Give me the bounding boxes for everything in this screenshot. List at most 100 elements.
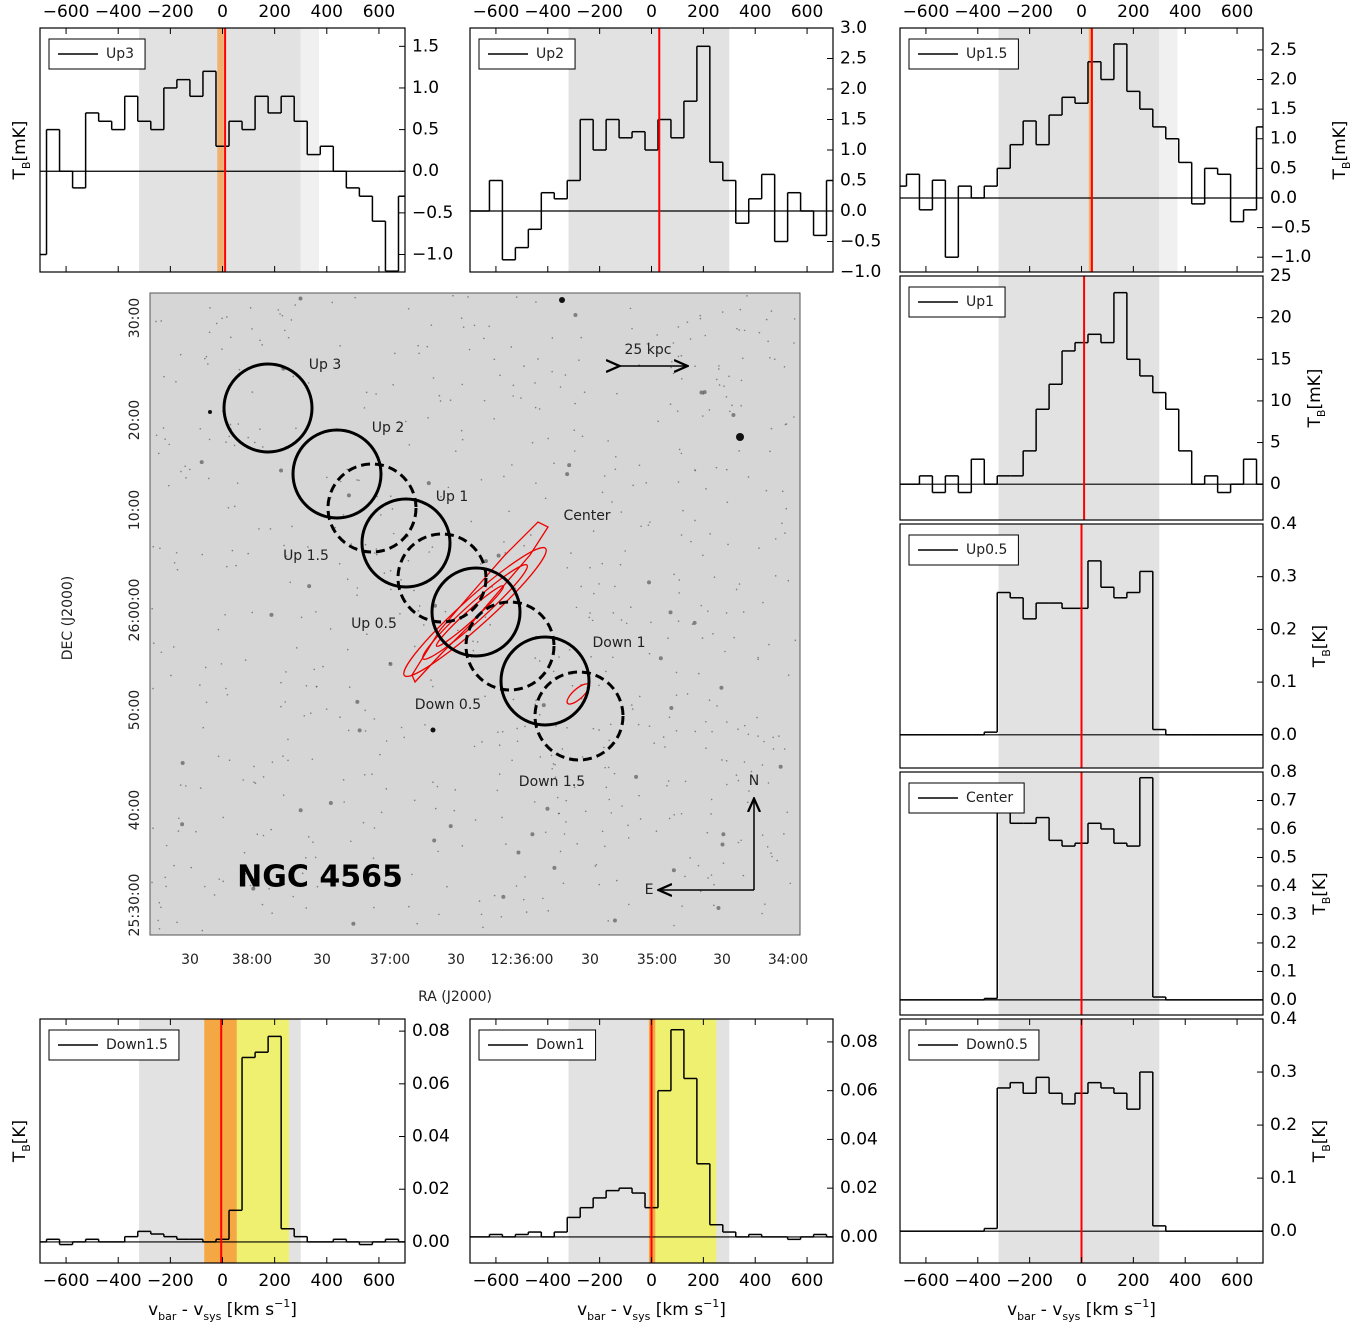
star bbox=[668, 610, 673, 615]
star bbox=[358, 479, 360, 482]
star bbox=[624, 550, 626, 552]
star bbox=[229, 423, 232, 426]
region-circle bbox=[326, 462, 418, 554]
star bbox=[484, 695, 486, 698]
star bbox=[721, 759, 723, 761]
star bbox=[778, 735, 780, 737]
star bbox=[270, 828, 272, 831]
star bbox=[702, 554, 704, 557]
star bbox=[439, 400, 442, 402]
star bbox=[631, 327, 633, 330]
y-axis-label-part: B bbox=[1320, 649, 1333, 657]
star bbox=[467, 296, 469, 298]
star bbox=[338, 562, 341, 565]
star bbox=[547, 437, 549, 440]
star bbox=[628, 903, 630, 906]
star bbox=[172, 646, 175, 648]
x-tick-label: 400 bbox=[311, 1271, 343, 1291]
star bbox=[168, 443, 171, 446]
star bbox=[677, 620, 680, 622]
plot-area bbox=[470, 1019, 833, 1263]
x-tick-label: 600 bbox=[1221, 1271, 1253, 1291]
y-tick-label: 2.5 bbox=[840, 49, 867, 69]
star bbox=[684, 780, 687, 783]
star bbox=[530, 534, 532, 536]
x-tick-label: 400 bbox=[1169, 2, 1201, 22]
star bbox=[704, 334, 707, 337]
star bbox=[343, 801, 345, 803]
star bbox=[584, 810, 587, 813]
star bbox=[261, 903, 264, 906]
star bbox=[460, 429, 463, 432]
bright-star bbox=[736, 433, 744, 441]
legend-label: Down0.5 bbox=[966, 1037, 1028, 1053]
star bbox=[221, 317, 223, 320]
star bbox=[235, 564, 237, 567]
star bbox=[567, 463, 572, 468]
star bbox=[588, 616, 591, 619]
star bbox=[407, 307, 410, 310]
y-tick-label: 1.5 bbox=[412, 36, 439, 56]
star bbox=[300, 616, 303, 619]
y-tick-label: 0.04 bbox=[840, 1129, 878, 1149]
star bbox=[236, 482, 239, 484]
star bbox=[559, 386, 562, 388]
star bbox=[627, 837, 630, 839]
legend: Up0.5 bbox=[908, 534, 1019, 566]
star bbox=[423, 624, 425, 626]
y-tick-label: −0.5 bbox=[1270, 218, 1311, 238]
star bbox=[202, 726, 205, 729]
star bbox=[284, 701, 287, 703]
x-axis-label-part: bar bbox=[1017, 1310, 1036, 1323]
star bbox=[281, 314, 284, 317]
star bbox=[221, 348, 223, 350]
star bbox=[675, 730, 678, 732]
star bbox=[667, 637, 669, 640]
star bbox=[541, 703, 546, 708]
star bbox=[160, 320, 163, 322]
star bbox=[657, 420, 659, 423]
y-tick-label: 0 bbox=[1270, 474, 1281, 494]
y-axis-label-part: B bbox=[1315, 410, 1328, 418]
star bbox=[627, 824, 629, 827]
star bbox=[199, 684, 201, 686]
y-axis-label-part: [K] bbox=[1310, 625, 1330, 649]
star bbox=[311, 758, 314, 761]
star bbox=[712, 633, 714, 635]
star bbox=[740, 839, 742, 842]
star bbox=[704, 720, 707, 723]
star bbox=[681, 905, 683, 907]
star bbox=[357, 728, 362, 733]
star bbox=[418, 605, 421, 607]
star bbox=[176, 921, 178, 924]
star bbox=[646, 580, 651, 585]
star bbox=[437, 850, 439, 853]
region-label: Up 2 bbox=[372, 420, 405, 436]
star bbox=[716, 705, 718, 707]
star bbox=[258, 528, 260, 530]
x-axis-label-part: bar bbox=[158, 1310, 177, 1323]
star bbox=[364, 543, 367, 546]
star bbox=[408, 443, 411, 446]
star bbox=[699, 317, 702, 320]
x-tick-label: −600 bbox=[473, 2, 520, 22]
star bbox=[715, 466, 718, 469]
star bbox=[565, 472, 570, 477]
x-axis-label-part: ] bbox=[290, 1300, 297, 1320]
star bbox=[375, 393, 377, 395]
star bbox=[680, 452, 683, 455]
star bbox=[619, 563, 622, 566]
star bbox=[576, 842, 578, 845]
star bbox=[689, 857, 691, 859]
star bbox=[385, 740, 388, 742]
star bbox=[380, 514, 382, 516]
star bbox=[512, 384, 515, 387]
velocity-span bbox=[1159, 28, 1178, 272]
y-axis-label-part: B bbox=[20, 1144, 33, 1152]
star bbox=[680, 354, 683, 357]
star bbox=[379, 753, 381, 756]
star bbox=[426, 345, 429, 348]
star bbox=[793, 416, 795, 418]
star bbox=[589, 566, 591, 569]
star bbox=[383, 572, 386, 574]
